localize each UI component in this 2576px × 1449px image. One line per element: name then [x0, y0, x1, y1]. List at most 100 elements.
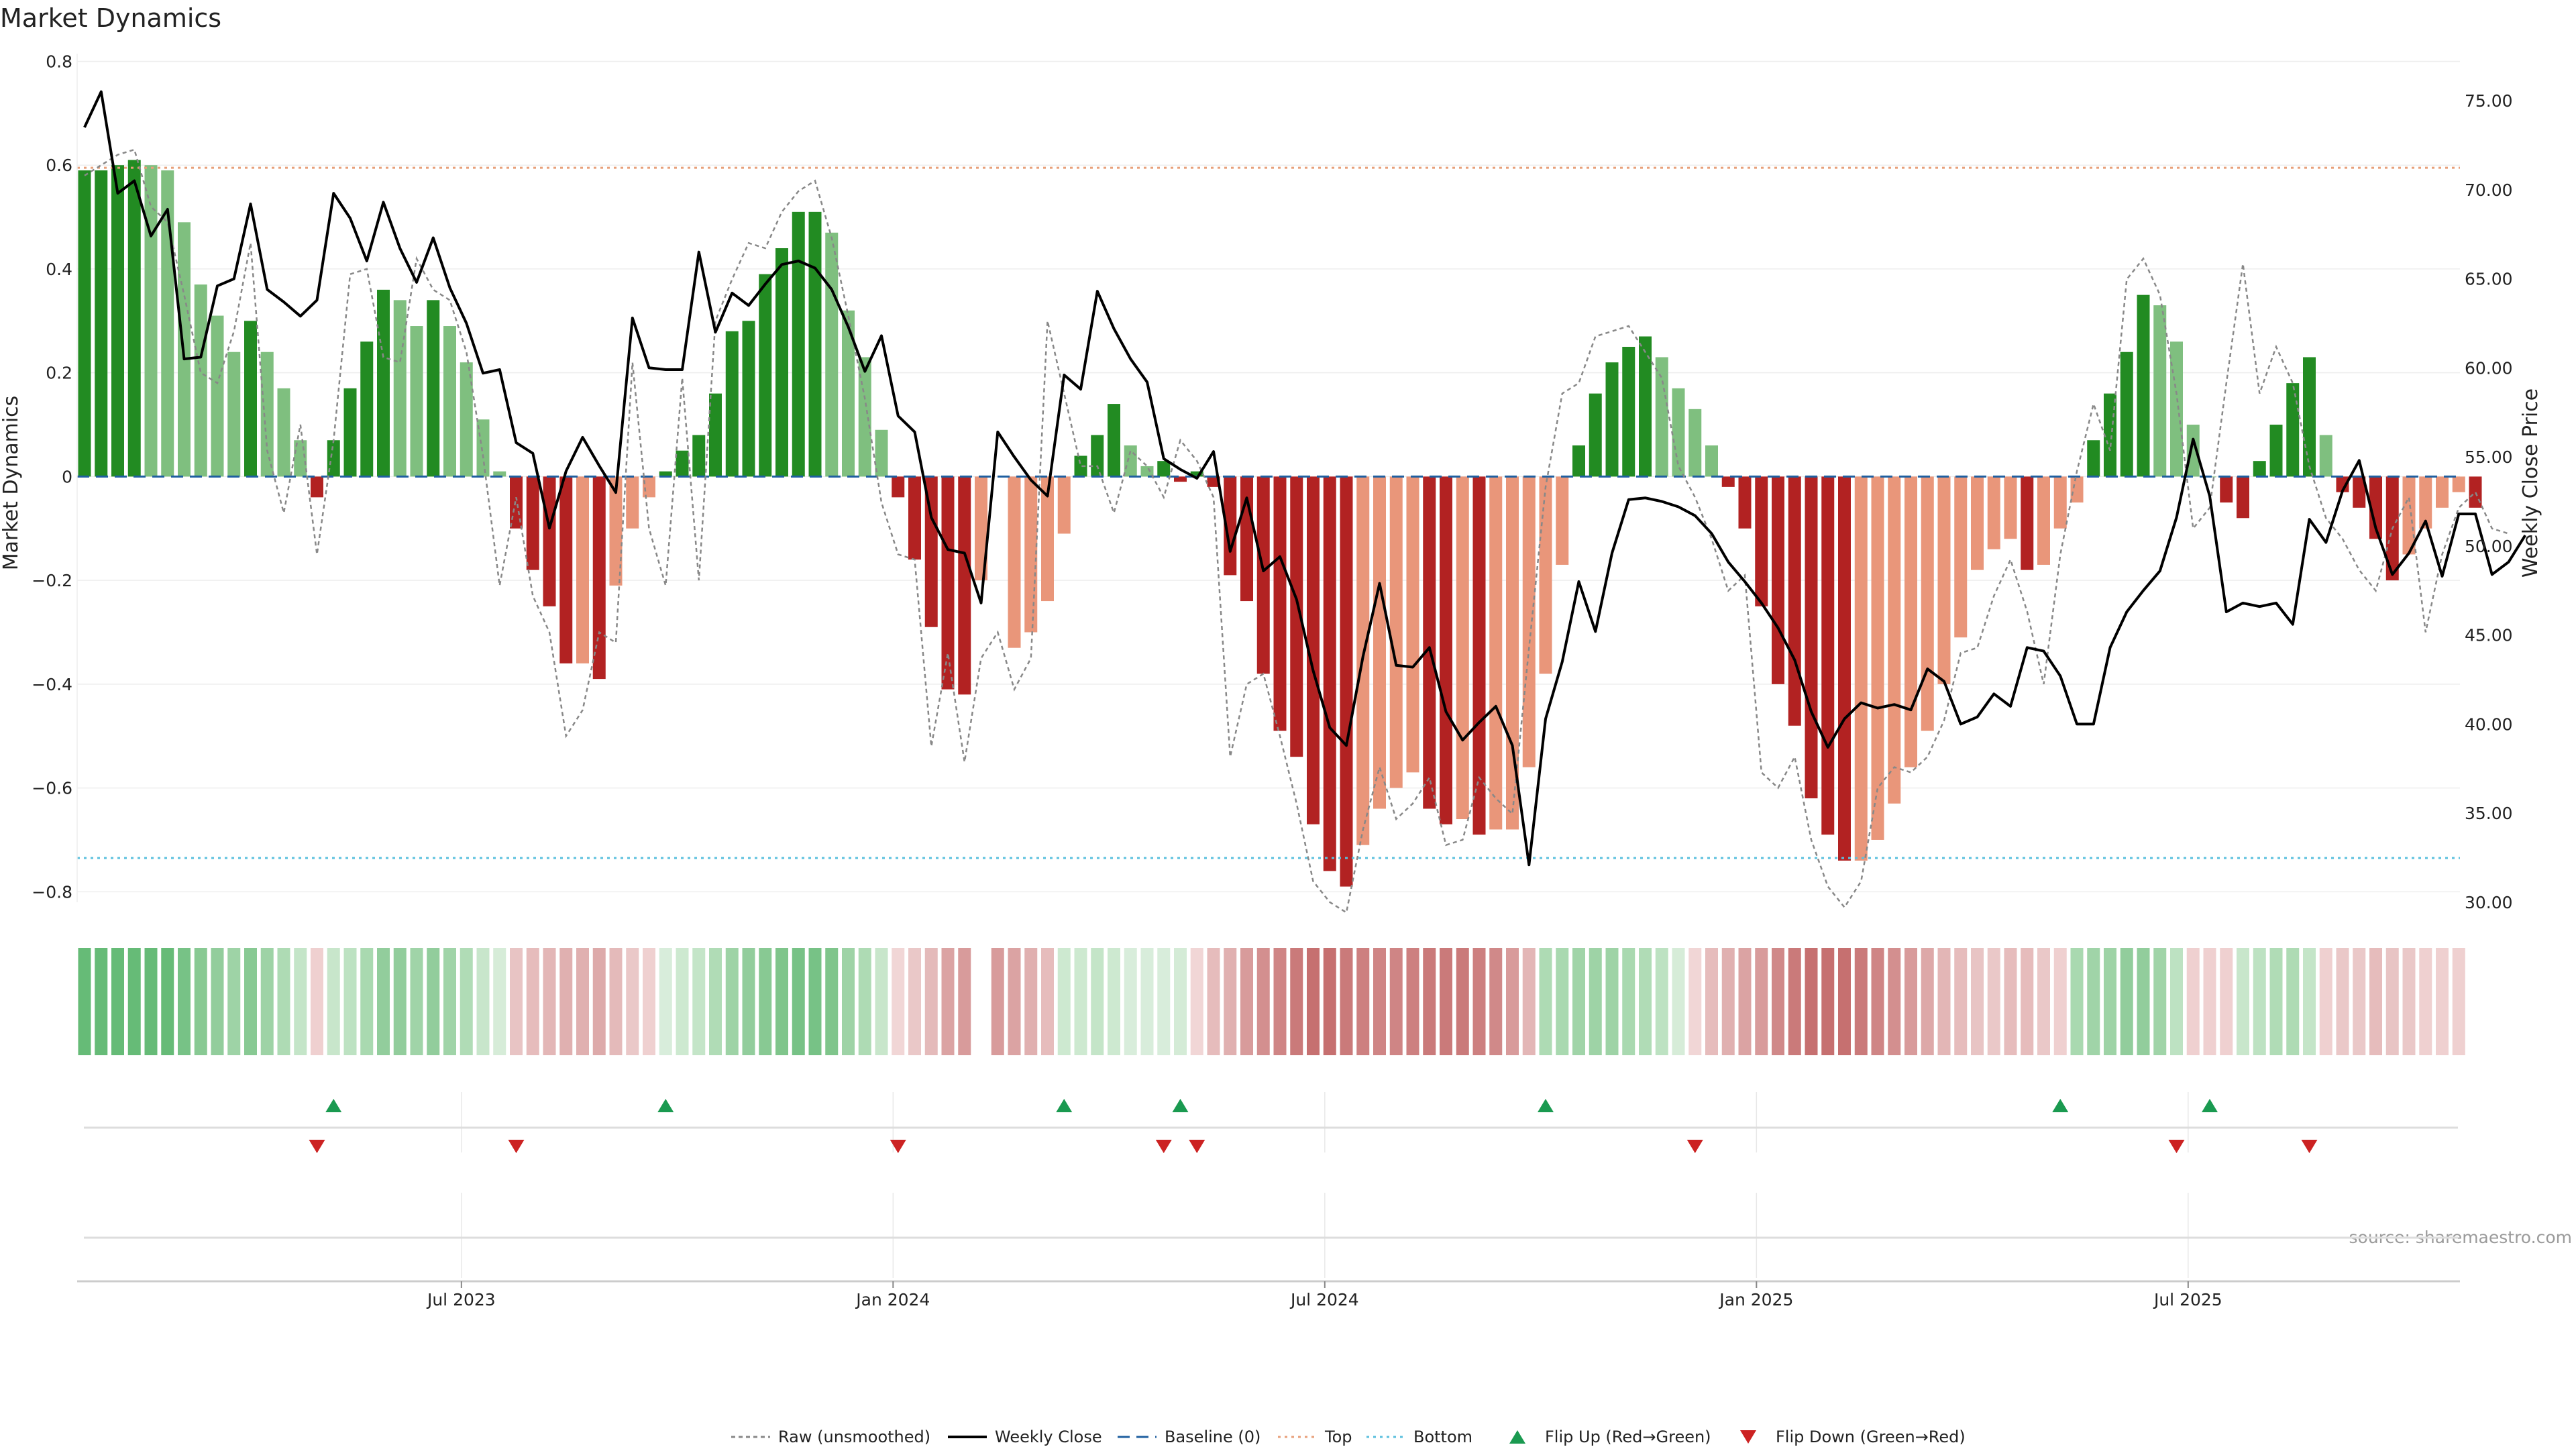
legend-label: Flip Up (Red→Green) [1545, 1428, 1711, 1446]
dynamics-bar [1738, 476, 1752, 529]
dynamics-bar [1605, 362, 1619, 477]
dynamics-bar [2137, 294, 2150, 477]
dynamics-bar [576, 476, 589, 663]
dynamics-bar [194, 284, 207, 477]
regime-cell [1772, 948, 1784, 1055]
y-right-tick-label: 30.00 [2465, 893, 2513, 912]
regime-cell [1323, 948, 1336, 1055]
dynamics-bar [510, 476, 523, 529]
dynamics-bar [1456, 476, 1469, 820]
flip-up-marker [325, 1099, 342, 1112]
dynamics-bar [2004, 476, 2017, 539]
dynamics-bar [742, 321, 755, 477]
dynamics-bar [2186, 425, 2200, 477]
dynamics-bar [443, 326, 456, 477]
regime-cell [1440, 948, 1452, 1055]
dynamics-bar [643, 476, 655, 498]
dynamics-bar [858, 357, 871, 477]
dynamics-bar [1256, 476, 1270, 674]
regime-cell [559, 948, 573, 1055]
dynamics-bar [892, 476, 905, 498]
regime-cell [1954, 948, 1968, 1055]
regime-cell [1854, 948, 1868, 1055]
flip-down-marker [890, 1140, 906, 1153]
regime-cell [95, 948, 108, 1055]
regime-cell [111, 948, 124, 1055]
regime-cell [1024, 948, 1038, 1055]
regime-cell [1140, 948, 1154, 1055]
regime-cell [825, 948, 839, 1055]
dynamics-bar [842, 310, 855, 477]
dynamics-bar [626, 476, 639, 529]
legend: Raw (unsmoothed) Weekly Close Baseline (0)… [731, 1428, 1966, 1446]
dynamics-bar [1522, 476, 1536, 767]
dynamics-bar [808, 211, 822, 477]
regime-cell [2070, 948, 2084, 1055]
regime-cell [1340, 948, 1353, 1055]
dynamics-bar [260, 352, 274, 477]
regime-cell [1788, 948, 1801, 1055]
regime-cell [2336, 948, 2349, 1055]
x-tick-label: Jan 2024 [855, 1290, 930, 1309]
dynamics-bar [2021, 476, 2034, 570]
y-left-tick-label: −0.4 [32, 675, 72, 694]
regime-cell [1522, 948, 1536, 1055]
regime-cell [1290, 948, 1303, 1055]
dynamics-bar [1406, 476, 1419, 773]
y-right-tick-label: 60.00 [2465, 358, 2513, 378]
regime-cell [2237, 948, 2249, 1055]
regime-cell [2186, 948, 2200, 1055]
regime-cell [427, 948, 440, 1055]
regime-cell [327, 948, 340, 1055]
regime-cell [1373, 948, 1386, 1055]
dynamics-bar [410, 326, 423, 477]
dynamics-bar [1655, 357, 1668, 477]
flip-down-marker [1686, 1140, 1703, 1153]
regime-cell [2053, 948, 2067, 1055]
dynamics-bar [1854, 476, 1868, 861]
dynamics-bar [1639, 336, 1652, 477]
regime-cell [161, 948, 174, 1055]
regime-cell [1871, 948, 1884, 1055]
regime-cell [2419, 948, 2432, 1055]
dynamics-bar [609, 476, 623, 586]
dynamics-bar [1024, 476, 1038, 633]
regime-cell [1041, 948, 1054, 1055]
regime-cell [1157, 948, 1171, 1055]
regime-cell [1805, 948, 1818, 1055]
regime-cell [941, 948, 955, 1055]
regime-cell [1224, 948, 1237, 1055]
regime-cell [2153, 948, 2167, 1055]
dynamics-bar [1240, 476, 1253, 602]
dynamics-bar [1971, 476, 1984, 570]
regime-cell [1389, 948, 1403, 1055]
dynamics-bar [393, 300, 407, 477]
regime-cell [1356, 948, 1370, 1055]
regime-cell [1124, 948, 1137, 1055]
dynamics-bar [1008, 476, 1021, 648]
regime-cell [2004, 948, 2017, 1055]
dynamics-bar [1290, 476, 1303, 757]
x-tick-label: Jan 2025 [1718, 1290, 1793, 1309]
dynamics-bar [2070, 476, 2084, 503]
regime-cell [1406, 948, 1419, 1055]
regime-cell [476, 948, 490, 1055]
dynamics-bar [1041, 476, 1054, 602]
dynamics-bar [2419, 476, 2432, 529]
flip-up-marker [2052, 1099, 2069, 1112]
dynamics-bar [1423, 476, 1436, 809]
y-right-tick-label: 55.00 [2465, 447, 2513, 467]
dynamics-bar [1589, 393, 1602, 477]
dynamics-bar [2452, 476, 2465, 492]
flip-down-marker [1189, 1140, 1205, 1153]
dynamics-bar [2087, 440, 2100, 477]
regime-cell [858, 948, 871, 1055]
dynamics-bar [2104, 393, 2116, 477]
regime-cell [692, 948, 706, 1055]
regime-cell [991, 948, 1004, 1055]
dynamics-bar [95, 170, 108, 477]
regime-cell [311, 948, 323, 1055]
regime-cell [1207, 948, 1220, 1055]
regime-cell [592, 948, 606, 1055]
regime-cell [2120, 948, 2133, 1055]
